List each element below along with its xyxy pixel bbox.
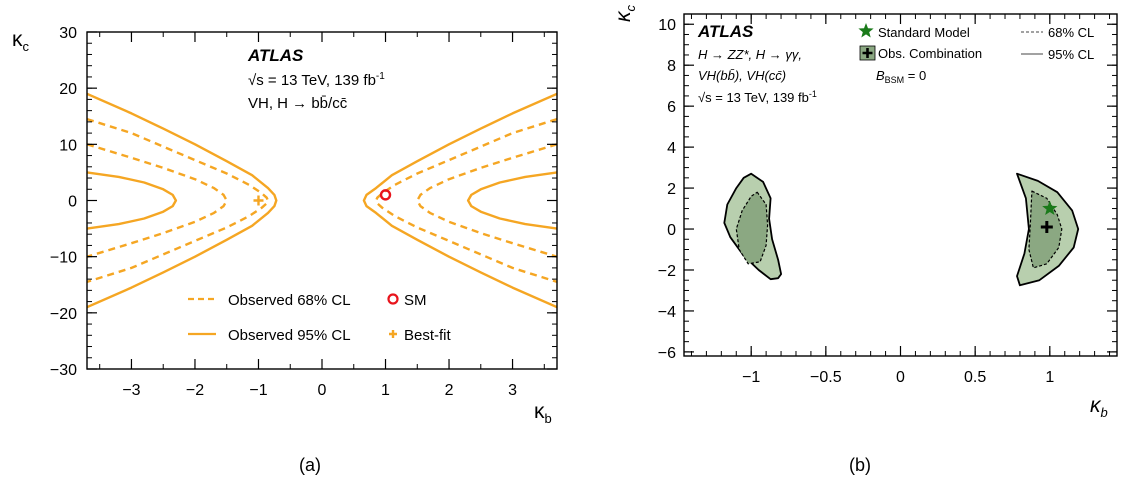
chart-a-xtick-label: 2: [445, 382, 454, 399]
legend-a-95-label: Observed 95% CL: [228, 327, 351, 344]
chart-a-xtick-label: 3: [508, 382, 517, 399]
best-fit-point: [253, 195, 264, 206]
chart-b-xtick-label: 0.5: [964, 369, 986, 386]
sm-point: [379, 189, 392, 201]
chart-b-ytick-label: 0: [667, 222, 676, 239]
chart-a-xtick-label: 0: [318, 382, 327, 399]
chart-b-ytick-label: 10: [658, 17, 676, 34]
chart-b-ytick-label: 6: [667, 99, 676, 116]
chart-b-ytick-label: −6: [658, 345, 676, 362]
legend-a-bestfit-label: Best-fit: [404, 327, 452, 344]
chart-a-ylabel: κc: [12, 28, 30, 54]
legend-b-95-label: 95% CL: [1048, 47, 1094, 62]
chart-a-ytick-label: −20: [50, 306, 77, 323]
standard-model-point: [1042, 200, 1058, 215]
contour-95-line: [466, 171, 557, 230]
chart-a-ytick-label: 20: [59, 81, 77, 98]
chart-a-xtick-label: 1: [381, 382, 390, 399]
contour-95-line: [362, 92, 557, 309]
chart-a-xtick-label: −1: [249, 382, 267, 399]
contour-95-line: [87, 171, 178, 230]
chart-b-xtick-label: −0.5: [810, 369, 842, 386]
chart-a-points: [253, 189, 392, 206]
chart-b-ytick-label: −4: [658, 304, 676, 321]
chart-a-ytick-label: −30: [50, 362, 77, 379]
chart-b-experiment: ATLAS: [697, 22, 754, 41]
contour-68-line: [87, 143, 228, 258]
chart-b-ytick-label: 4: [667, 140, 676, 157]
chart-b-energy: √s = 13 TeV, 139 fb-1: [698, 89, 817, 105]
legend-b-bsm: BBSM = 0: [876, 68, 926, 85]
chart-a-ytick-label: 30: [59, 25, 77, 42]
region-68-cl: [735, 191, 769, 265]
chart-a-contours: [87, 92, 557, 309]
legend-a-sm-label: SM: [404, 292, 427, 309]
chart-a-channel: VH, H → bb̄/cc̄: [248, 95, 348, 112]
caption-a: (a): [299, 455, 321, 475]
chart-b-xlabel: κb: [1090, 394, 1108, 420]
chart-b-xtick-label: 1: [1045, 369, 1054, 386]
chart-a-ytick-label: 10: [59, 137, 77, 154]
chart-b-line1: H → ZZ*, H → γγ,: [698, 47, 802, 62]
legend-a-sm-marker: [387, 293, 399, 305]
chart-b: −1 −0.5 0 0.5 1 −6 −4 −2 0 2 4 6 8 10 ATLAS H → ZZ*, …: [612, 5, 1118, 420]
chart-a-energy: √s = 13 TeV, 139 fb-1: [248, 71, 385, 89]
chart-a-legend: Observed 68% CL SM Observed 95% CL Best-…: [188, 292, 452, 344]
chart-b-ytick-label: −2: [658, 263, 676, 280]
contour-68-line: [87, 117, 270, 284]
legend-b-sm-label: Standard Model: [878, 25, 970, 40]
caption-b: (b): [849, 455, 871, 475]
chart-a-experiment: ATLAS: [247, 46, 304, 65]
chart-a-ytick-label: −10: [50, 250, 77, 267]
chart-b-ticks: −1 −0.5 0 0.5 1 −6 −4 −2 0 2 4 6 8 10: [658, 13, 1117, 386]
legend-b-combination-plus: [862, 48, 873, 58]
chart-a-ytick-label: 0: [68, 194, 77, 211]
chart-a-xlabel: κb: [534, 400, 552, 426]
chart-b-xtick-label: 0: [896, 369, 905, 386]
legend-a-68-label: Observed 68% CL: [228, 292, 351, 309]
legend-b-star-marker: [858, 23, 874, 38]
chart-a-xtick-label: −2: [186, 382, 204, 399]
contour-68-line: [374, 117, 557, 284]
chart-b-ytick-label: 8: [667, 58, 676, 75]
legend-a-bestfit-marker: [389, 330, 397, 338]
chart-b-regions: [723, 172, 1080, 287]
chart-b-legend: Standard Model 68% CL Obs. Combination 9…: [858, 23, 1094, 85]
obs-combination-point: [1040, 220, 1053, 233]
contour-68-line: [416, 143, 557, 258]
chart-b-ytick-label: 2: [667, 181, 676, 198]
chart-b-points: [1040, 200, 1058, 233]
chart-b-xtick-label: −1: [742, 369, 760, 386]
chart-b-ylabel: κc: [612, 5, 638, 23]
legend-b-68-label: 68% CL: [1048, 25, 1094, 40]
chart-b-line2: VH(bb̄), VH(cc̄): [698, 68, 786, 83]
contour-95-line: [87, 92, 278, 309]
chart-a-xtick-label: −3: [122, 382, 140, 399]
legend-b-combination-label: Obs. Combination: [878, 46, 982, 61]
